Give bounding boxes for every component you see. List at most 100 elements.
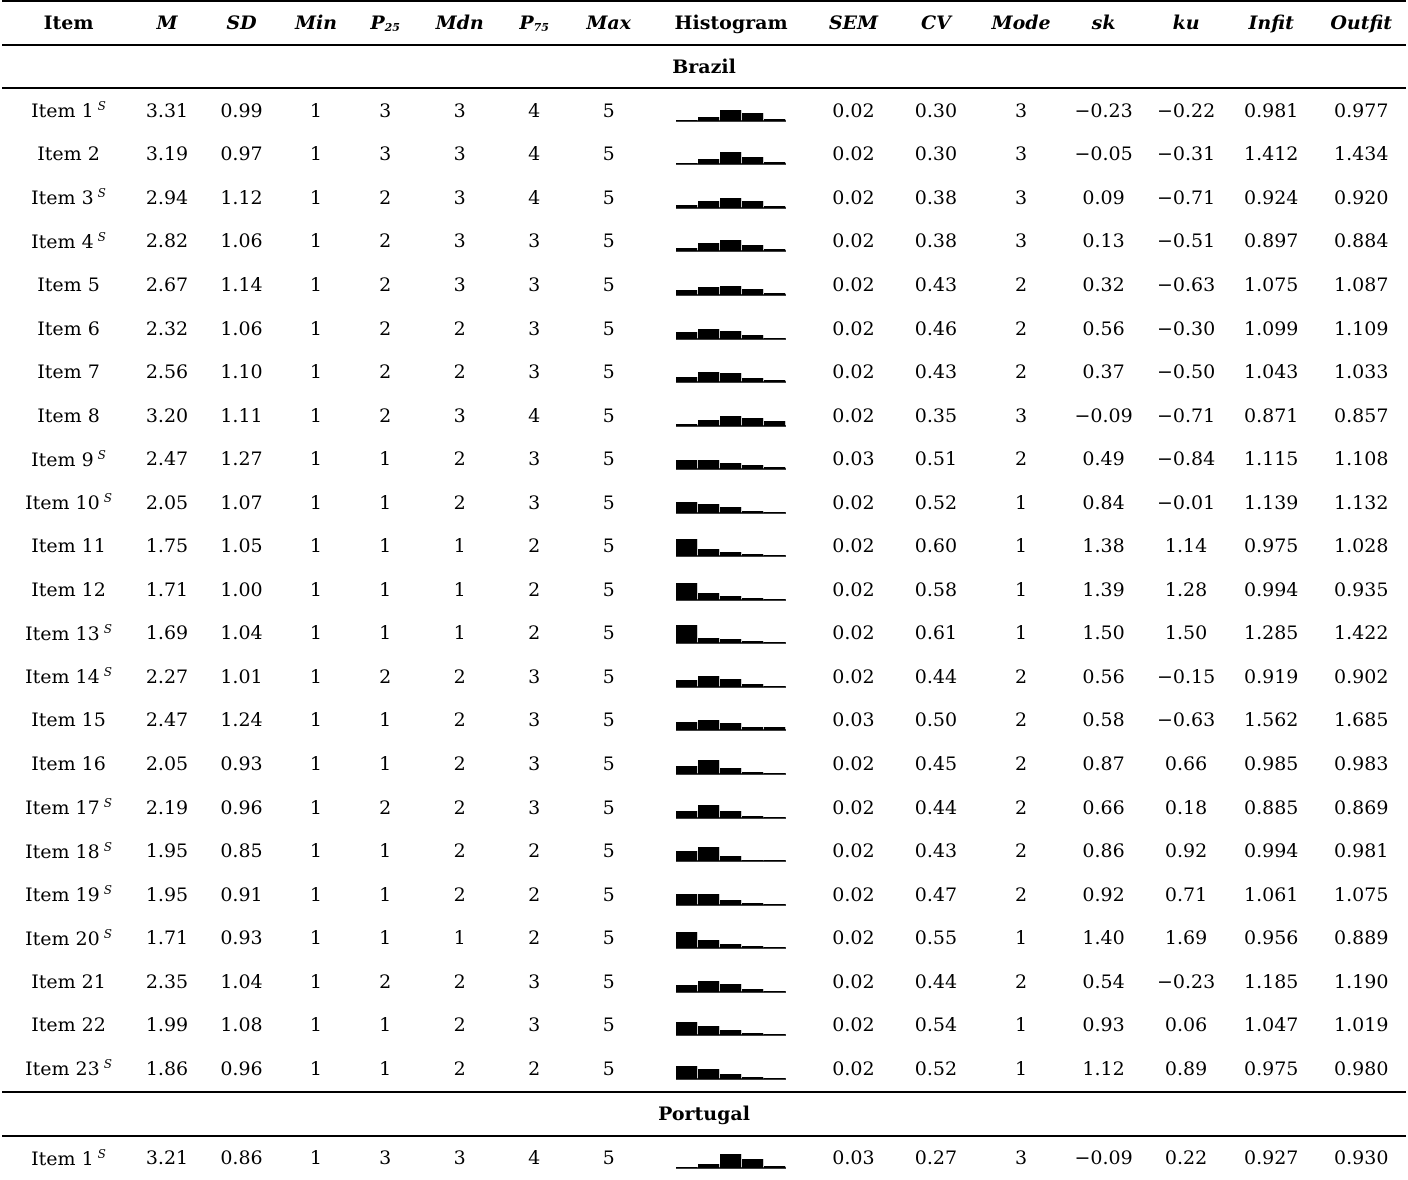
sk-cell: 1.39 — [1082, 578, 1125, 601]
m-cell: 1.75 — [145, 535, 189, 558]
histogram-bar — [742, 378, 764, 383]
ku-cell: −0.51 — [1156, 230, 1216, 253]
header-p75-subscript: 75 — [533, 21, 549, 34]
histogram-bar — [676, 932, 698, 949]
item-cell: Item 20 S — [2, 916, 135, 960]
sd-cell: 1.04 — [220, 970, 263, 993]
infit-cell: 0.975 — [1244, 535, 1299, 558]
sem-cell: 0.02 — [832, 927, 875, 950]
min-cell: 1 — [309, 186, 323, 209]
sem-cell: 0.02 — [832, 970, 875, 993]
histogram-sparkline — [676, 328, 787, 340]
max-cell: 5 — [602, 186, 615, 209]
sem-cell: 0.02 — [832, 665, 875, 688]
cv-cell: 0.35 — [914, 404, 958, 427]
item-label: Item 4 — [31, 230, 94, 253]
cv-cell: 0.46 — [914, 317, 958, 340]
histogram-bar — [698, 759, 720, 774]
sem-cell: 0.02 — [832, 404, 875, 427]
histogram-bar — [698, 200, 720, 208]
sd-cell: 1.08 — [220, 1014, 263, 1037]
item-cell: Item 8 — [2, 394, 135, 438]
max-cell: 5 — [602, 1057, 615, 1080]
m-cell: 2.47 — [145, 709, 189, 732]
infit-cell: 1.139 — [1244, 491, 1299, 514]
sd-cell: 1.01 — [220, 665, 263, 688]
mdn-cell: 2 — [453, 970, 466, 993]
histogram-cell — [646, 394, 816, 438]
mode-cell: 2 — [1015, 665, 1028, 688]
histogram-bar — [720, 1073, 742, 1079]
short-form-marker: S — [103, 1057, 112, 1072]
mode-cell: 3 — [1015, 1147, 1028, 1170]
header-p25-subscript: 25 — [384, 21, 400, 34]
p75-cell: 2 — [528, 578, 541, 601]
mode-cell: 1 — [1015, 535, 1028, 558]
ku-cell: 0.06 — [1164, 1014, 1208, 1037]
mdn-cell: 2 — [453, 491, 466, 514]
mode-cell: 3 — [1015, 186, 1028, 209]
sk-cell: 0.54 — [1082, 970, 1125, 993]
histogram-bar — [742, 771, 764, 774]
item-cell: Item 12 — [2, 568, 135, 612]
outfit-cell: 0.930 — [1334, 1147, 1389, 1170]
table-row: Item 11 1.75 1.05 1 1 1 2 5 0.02 0.60 1 1.38 1.14 0.9… — [2, 524, 1406, 568]
histogram-sparkline — [676, 804, 787, 819]
histogram-sparkline — [676, 675, 787, 688]
histogram-bar — [742, 1159, 764, 1169]
histogram-sparkline — [676, 539, 787, 557]
header-infit: Infit — [1225, 0, 1317, 46]
ku-cell: 0.71 — [1164, 883, 1208, 906]
cv-cell: 0.52 — [914, 1057, 958, 1080]
ku-cell: −0.50 — [1156, 361, 1216, 384]
histogram-bar — [676, 460, 698, 470]
histogram-bar — [764, 205, 786, 208]
histogram-bar — [698, 243, 720, 252]
p75-cell: 3 — [528, 1014, 541, 1037]
histogram-bar — [698, 980, 720, 992]
cv-cell: 0.47 — [914, 883, 958, 906]
sk-cell: −0.09 — [1074, 1147, 1133, 1170]
m-cell: 1.95 — [145, 883, 189, 906]
item-label: Item 5 — [37, 273, 100, 296]
m-cell: 2.32 — [145, 317, 189, 340]
item-label: Item 2 — [37, 143, 100, 166]
item-label: Item 13 — [25, 622, 100, 645]
min-cell: 1 — [309, 404, 323, 427]
histogram-bar — [764, 816, 786, 818]
item-label: Item 12 — [31, 578, 106, 601]
table-row: Item 9 S 2.47 1.27 1 1 2 3 5 0.03 0.51 2 0.49 −0.84 1.… — [2, 437, 1406, 481]
ku-cell: −0.71 — [1156, 186, 1216, 209]
outfit-cell: 1.109 — [1334, 317, 1389, 340]
p25-cell: 2 — [379, 317, 392, 340]
m-cell: 1.99 — [145, 1014, 189, 1037]
mode-cell: 1 — [1015, 927, 1028, 950]
mode-cell: 2 — [1015, 883, 1028, 906]
sem-cell: 0.02 — [832, 622, 875, 645]
sem-cell: 0.02 — [832, 143, 875, 166]
outfit-cell: 1.685 — [1334, 709, 1389, 732]
histogram-cell — [646, 612, 816, 656]
outfit-cell: 1.132 — [1334, 491, 1389, 514]
p25-cell: 3 — [379, 1147, 392, 1170]
item-cell: Item 11 — [2, 524, 135, 568]
cv-cell: 0.58 — [914, 578, 958, 601]
ku-cell: −0.22 — [1156, 99, 1216, 122]
m-cell: 3.19 — [145, 143, 189, 166]
header-ku: ku — [1146, 0, 1226, 46]
histogram-cell — [646, 263, 816, 307]
histogram-bar — [676, 1167, 698, 1169]
histogram-bar — [720, 285, 742, 295]
item-cell: Item 2 — [2, 133, 135, 177]
histogram-bar — [764, 642, 786, 644]
ku-cell: −0.31 — [1156, 143, 1216, 166]
m-cell: 1.71 — [145, 578, 189, 601]
item-cell: Item 13 S — [2, 612, 135, 656]
mode-cell: 1 — [1015, 1057, 1028, 1080]
outfit-cell: 0.889 — [1334, 927, 1389, 950]
item-label: Item 1 — [31, 1147, 94, 1170]
histogram-bar — [764, 1166, 786, 1169]
mode-cell: 2 — [1015, 273, 1028, 296]
cv-cell: 0.30 — [914, 99, 958, 122]
p25-cell: 1 — [379, 840, 392, 863]
